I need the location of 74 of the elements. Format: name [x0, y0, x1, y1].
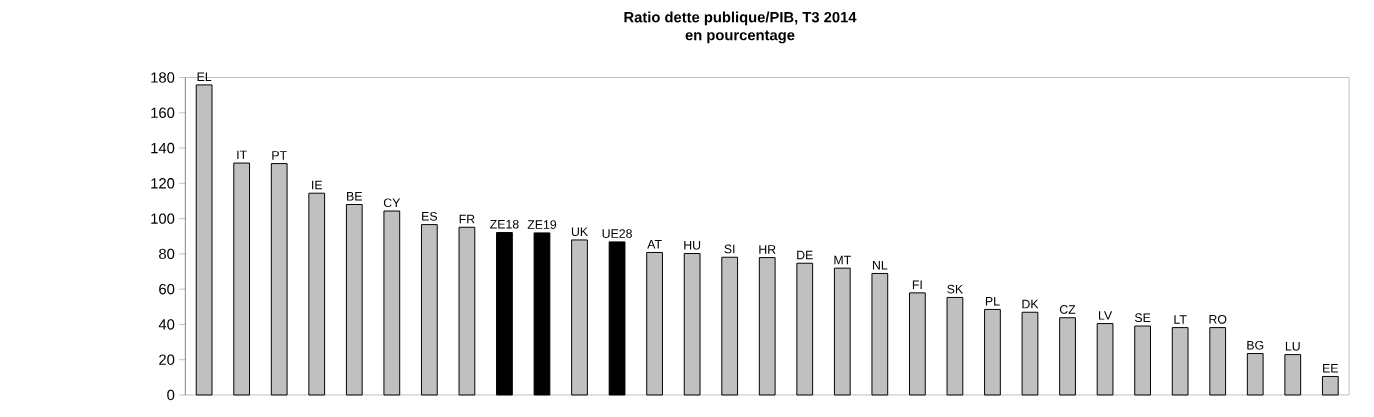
bar [571, 239, 588, 396]
bar [1246, 352, 1264, 396]
bar [1209, 327, 1227, 396]
x-tick-label: DE [797, 250, 813, 260]
x-tick-label: EL [197, 72, 212, 81]
bar [1284, 354, 1302, 396]
y-tick-label: 100 [151, 213, 175, 224]
bar [909, 292, 926, 396]
y-tick-label: 160 [151, 107, 175, 118]
bar [458, 226, 476, 396]
y-tick-label: 180 [151, 72, 175, 83]
x-tick-label: IE [312, 180, 323, 190]
x-tick-label: SK [947, 284, 963, 294]
y-tick-label: 120 [151, 178, 175, 189]
y-tick-label: 60 [159, 283, 175, 295]
y-tick-label: 80 [159, 248, 175, 260]
x-tick-label: HU [684, 240, 701, 250]
y-tick-label: 140 [151, 142, 175, 154]
bar [871, 272, 889, 396]
bar [1096, 323, 1114, 396]
bar [233, 162, 251, 396]
chart-subtitle: en pourcentage [685, 30, 795, 44]
bar [984, 308, 1001, 396]
bar [383, 210, 401, 396]
bar [533, 232, 551, 396]
bar [1321, 375, 1339, 396]
x-tick-label: FI [912, 280, 922, 289]
bar [420, 224, 438, 396]
bar [195, 84, 213, 396]
x-tick-label: DK [1022, 299, 1039, 309]
bar [608, 241, 626, 396]
bar [1134, 325, 1151, 396]
bar [646, 251, 663, 396]
y-tick-label: 20 [159, 354, 175, 365]
bar [833, 267, 851, 396]
bar [946, 296, 964, 396]
x-tick-label: UK [571, 227, 588, 236]
bar [1171, 327, 1189, 396]
bar [270, 163, 288, 396]
x-tick-label: IT [237, 150, 247, 160]
bar [758, 257, 776, 396]
bar [496, 231, 513, 396]
x-tick-label: NL [872, 260, 888, 270]
x-tick-label: LT [1174, 315, 1187, 324]
x-tick-label: BE [347, 192, 362, 201]
x-tick-label: LU [1285, 342, 1300, 351]
x-tick-label: PT [272, 151, 287, 160]
x-tick-label: RO [1209, 314, 1227, 324]
x-tick-label: EE [1323, 363, 1338, 373]
chart-title: Ratio dette publique/PIB, T3 2014 [624, 11, 857, 26]
bar [308, 192, 326, 396]
x-tick-label: SE [1134, 313, 1151, 323]
x-tick-label: ZE19 [527, 220, 557, 229]
y-tick-label: 0 [167, 389, 175, 401]
x-tick-label: FR [459, 214, 475, 224]
x-tick-label: UE28 [602, 229, 632, 238]
bar [345, 203, 363, 396]
x-tick-label: HR [759, 245, 776, 254]
bar [721, 256, 739, 396]
x-tick-label: ES [422, 211, 437, 221]
bar [1021, 311, 1039, 396]
x-tick-label: LV [1099, 311, 1113, 320]
x-tick-label: CZ [1059, 305, 1076, 314]
bar [683, 252, 701, 396]
x-tick-label: CY [383, 198, 401, 208]
bar [796, 262, 814, 396]
x-tick-label: ZE18 [490, 219, 519, 229]
x-tick-label: MT [834, 255, 851, 265]
x-tick-label: PL [985, 296, 1000, 306]
x-tick-label: AT [647, 240, 662, 249]
x-tick-label: BG [1247, 340, 1264, 350]
x-tick-label: SI [724, 244, 735, 254]
y-tick-label: 40 [158, 319, 175, 330]
bar [1059, 317, 1076, 396]
